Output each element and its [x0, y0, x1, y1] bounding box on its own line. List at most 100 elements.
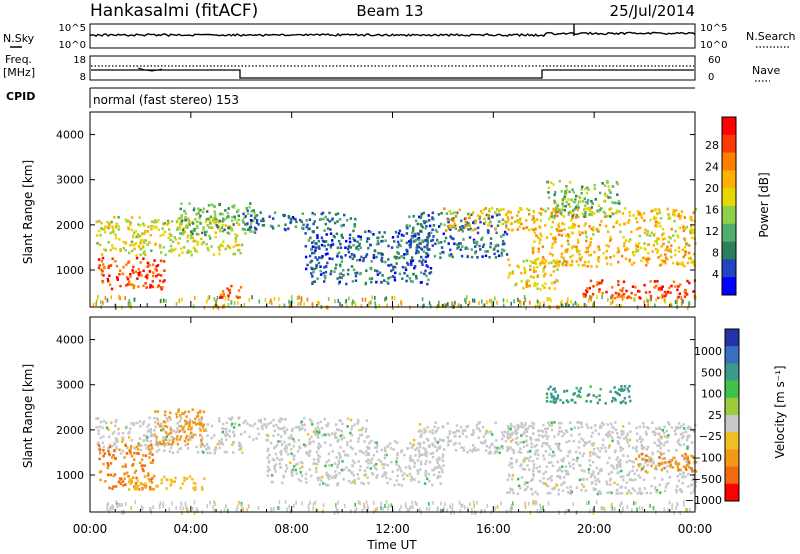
- heatmap-cell: [441, 439, 444, 442]
- heatmap-cell: [440, 468, 444, 471]
- heatmap-cell: [118, 502, 120, 507]
- heatmap-cell: [663, 435, 667, 438]
- heatmap-cell: [182, 430, 185, 433]
- heatmap-cell: [95, 426, 98, 429]
- heatmap-cell: [467, 228, 470, 231]
- heatmap-cell: [538, 470, 541, 473]
- heatmap-cell: [501, 431, 504, 434]
- heatmap-cell: [639, 476, 642, 479]
- heatmap-cell: [557, 443, 560, 447]
- heatmap-cell: [677, 422, 681, 425]
- heatmap-cell: [112, 474, 115, 478]
- heatmap-cell: [528, 459, 531, 463]
- heatmap-cell: [558, 229, 561, 233]
- heatmap-cell: [544, 434, 547, 437]
- heatmap-cell: [663, 237, 667, 240]
- heatmap-cell: [386, 463, 389, 467]
- heatmap-cell: [285, 444, 288, 448]
- heatmap-cell: [426, 265, 430, 269]
- heatmap-cell: [146, 303, 149, 308]
- heatmap-cell: [99, 300, 102, 304]
- heatmap-cell: [552, 395, 555, 399]
- heatmap-cell: [142, 241, 146, 244]
- heatmap-cell: [151, 280, 154, 283]
- heatmap-cell: [620, 510, 622, 515]
- heatmap-cell: [383, 463, 387, 466]
- heatmap-cell: [311, 275, 314, 278]
- noise-panel-frame: [89, 23, 696, 49]
- heatmap-cell: [631, 508, 633, 513]
- heatmap-cell: [409, 259, 413, 262]
- heatmap-cell: [270, 508, 273, 513]
- heatmap-cell: [372, 453, 376, 457]
- heatmap-cell: [224, 433, 227, 437]
- heatmap-cell: [186, 442, 190, 446]
- heatmap-cell: [686, 427, 690, 430]
- heatmap-cell: [329, 272, 332, 276]
- heatmap-cell: [530, 487, 533, 491]
- heatmap-cell: [663, 466, 666, 470]
- heatmap-cell: [109, 473, 112, 477]
- heatmap-cell: [316, 426, 319, 429]
- heatmap-cell: [556, 469, 559, 472]
- heatmap-cell: [635, 243, 639, 246]
- heatmap-cell: [277, 440, 280, 443]
- heatmap-cell: [646, 471, 649, 474]
- heatmap-cell: [437, 303, 439, 308]
- heatmap-cell: [162, 246, 166, 249]
- heatmap-cell: [121, 503, 123, 508]
- heatmap-cell: [600, 469, 603, 472]
- heatmap-cell: [273, 211, 277, 214]
- heatmap-cell: [607, 472, 611, 476]
- heatmap-cell: [432, 500, 434, 505]
- heatmap-cell: [199, 433, 202, 437]
- heatmap-cell: [688, 244, 691, 247]
- heatmap-cell: [179, 435, 183, 438]
- heatmap-cell: [147, 225, 150, 229]
- heatmap-cell: [566, 239, 570, 243]
- heatmap-cell: [592, 460, 595, 464]
- heatmap-cell: [218, 202, 221, 206]
- heatmap-cell: [128, 430, 131, 434]
- heatmap-cell: [298, 295, 300, 300]
- heatmap-cell: [523, 483, 526, 486]
- heatmap-cell: [369, 459, 372, 462]
- heatmap-cell: [675, 488, 678, 492]
- heatmap-cell: [383, 456, 387, 460]
- heatmap-cell: [409, 279, 412, 283]
- heatmap-cell: [634, 217, 638, 220]
- heatmap-cell: [472, 428, 475, 432]
- heatmap-cell: [608, 188, 611, 192]
- heatmap-cell: [260, 425, 264, 428]
- heatmap-cell: [231, 443, 234, 446]
- heatmap-cell: [138, 420, 142, 423]
- heatmap-cell: [598, 290, 601, 293]
- heatmap-cell: [434, 228, 438, 232]
- heatmap-cell: [584, 294, 587, 298]
- heatmap-cell: [141, 232, 144, 235]
- heatmap-cell: [149, 286, 152, 289]
- colorbar-segment: [725, 346, 739, 364]
- heatmap-cell: [574, 194, 578, 198]
- heatmap-cell: [535, 500, 538, 505]
- heatmap-cell: [620, 387, 623, 391]
- heatmap-cell: [169, 238, 172, 242]
- heatmap-cell: [396, 240, 400, 244]
- heatmap-cell: [143, 224, 146, 227]
- heatmap-cell: [672, 213, 675, 216]
- heatmap-cell: [448, 226, 451, 229]
- heatmap-cell: [565, 188, 569, 191]
- heatmap-cell: [614, 390, 617, 394]
- heatmap-cell: [428, 248, 431, 251]
- heatmap-cell: [328, 464, 331, 467]
- heatmap-cell: [376, 473, 379, 477]
- heatmap-cell: [518, 219, 522, 223]
- heatmap-cell: [507, 427, 510, 430]
- heatmap-cell: [652, 217, 656, 220]
- heatmap-cell: [628, 218, 631, 222]
- heatmap-cell: [230, 219, 234, 223]
- heatmap-cell: [319, 265, 322, 268]
- heatmap-cell: [690, 454, 693, 458]
- heatmap-cell: [349, 418, 353, 422]
- heatmap-cell: [595, 265, 599, 268]
